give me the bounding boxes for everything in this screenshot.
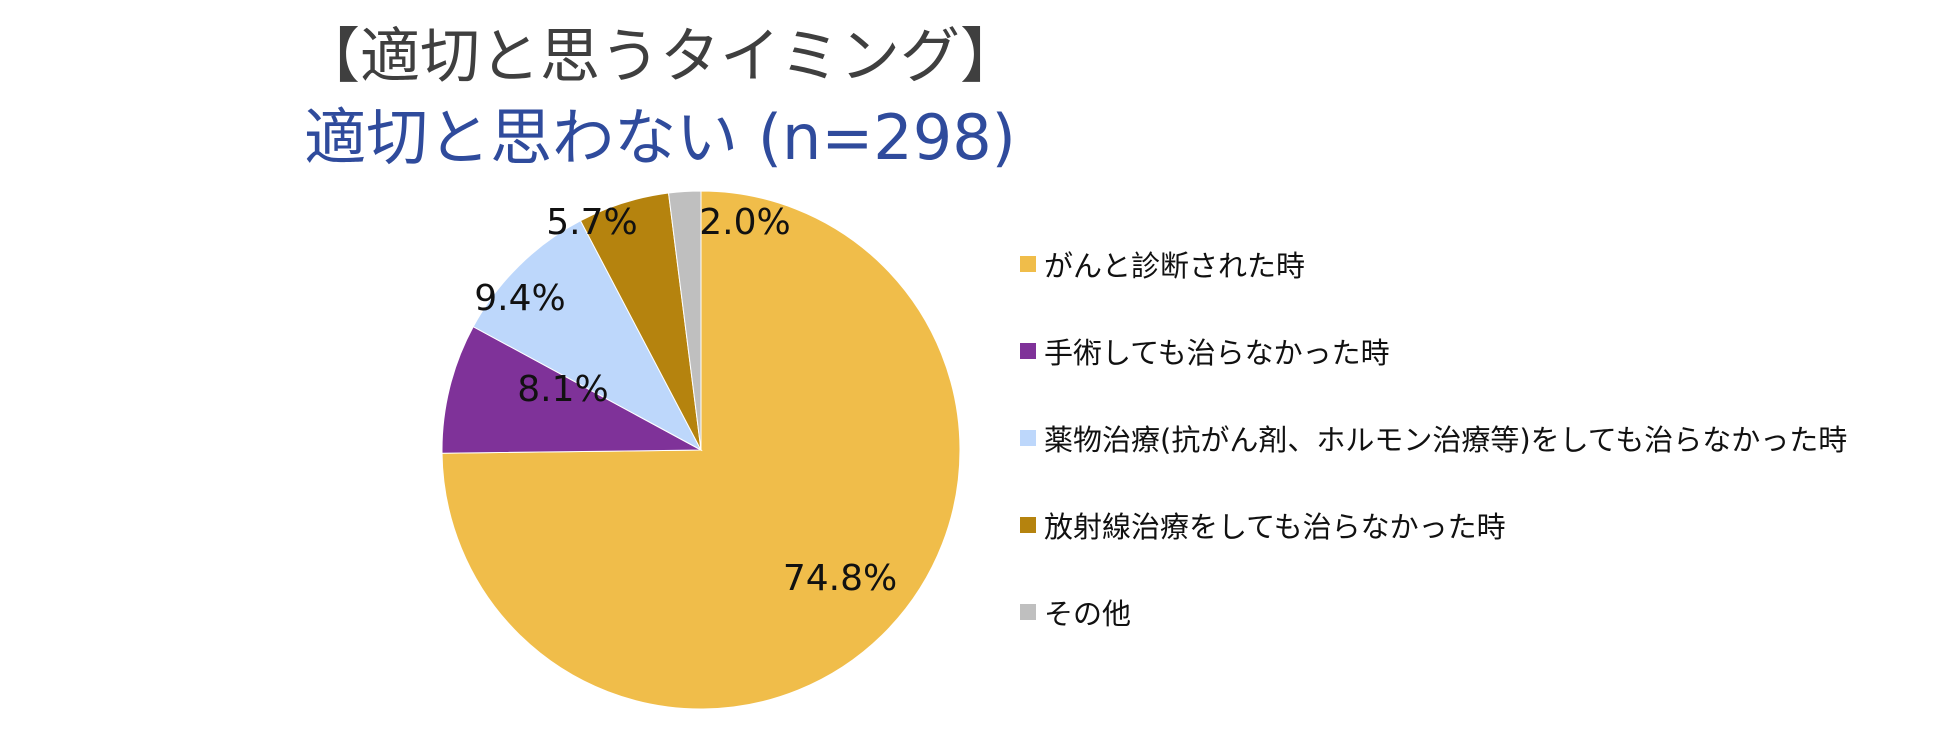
pie-data-label: 5.7% [546, 202, 637, 243]
legend-label: 手術しても治らなかった時 [1044, 336, 1390, 370]
legend-item: 薬物治療(抗がん剤、ホルモン治療等)をしても治らなかった時 [1020, 418, 1847, 458]
pie-data-labels: 74.8% 8.1% 9.4% 5.7% 2.0% [474, 202, 897, 599]
pie-slices [441, 190, 961, 710]
pie-data-label: 2.0% [699, 202, 790, 243]
legend-item: 手術しても治らなかった時 [1020, 331, 1390, 371]
chart-title-text: 【適切と思うタイミング】 [300, 22, 1020, 92]
pie-slice [441, 190, 961, 710]
legend-swatch [1020, 604, 1036, 620]
chart-subtitle-text: 適切と思わない (n=298) [304, 101, 1016, 174]
pie-data-label: 74.8% [783, 558, 897, 599]
pie-slice [472, 220, 703, 452]
legend-swatch [1020, 517, 1036, 533]
legend-swatch [1020, 256, 1036, 272]
legend-label: 薬物治療(抗がん剤、ホルモン治療等)をしても治らなかった時 [1044, 423, 1848, 457]
legend-swatch [1020, 343, 1036, 359]
pie-slice [441, 325, 703, 454]
pie-data-label: 9.4% [474, 278, 565, 319]
legend-label: 放射線治療をしても治らなかった時 [1044, 510, 1506, 544]
legend-swatch [1020, 430, 1036, 446]
legend-item: 放射線治療をしても治らなかった時 [1020, 505, 1506, 545]
legend-label: がんと診断された時 [1044, 249, 1306, 283]
legend-item: がんと診断された時 [1020, 244, 1305, 284]
pie-data-label: 8.1% [517, 369, 608, 410]
legend-label: その他 [1044, 597, 1132, 631]
legend-item: その他 [1020, 592, 1131, 632]
pie-slice [667, 190, 702, 451]
